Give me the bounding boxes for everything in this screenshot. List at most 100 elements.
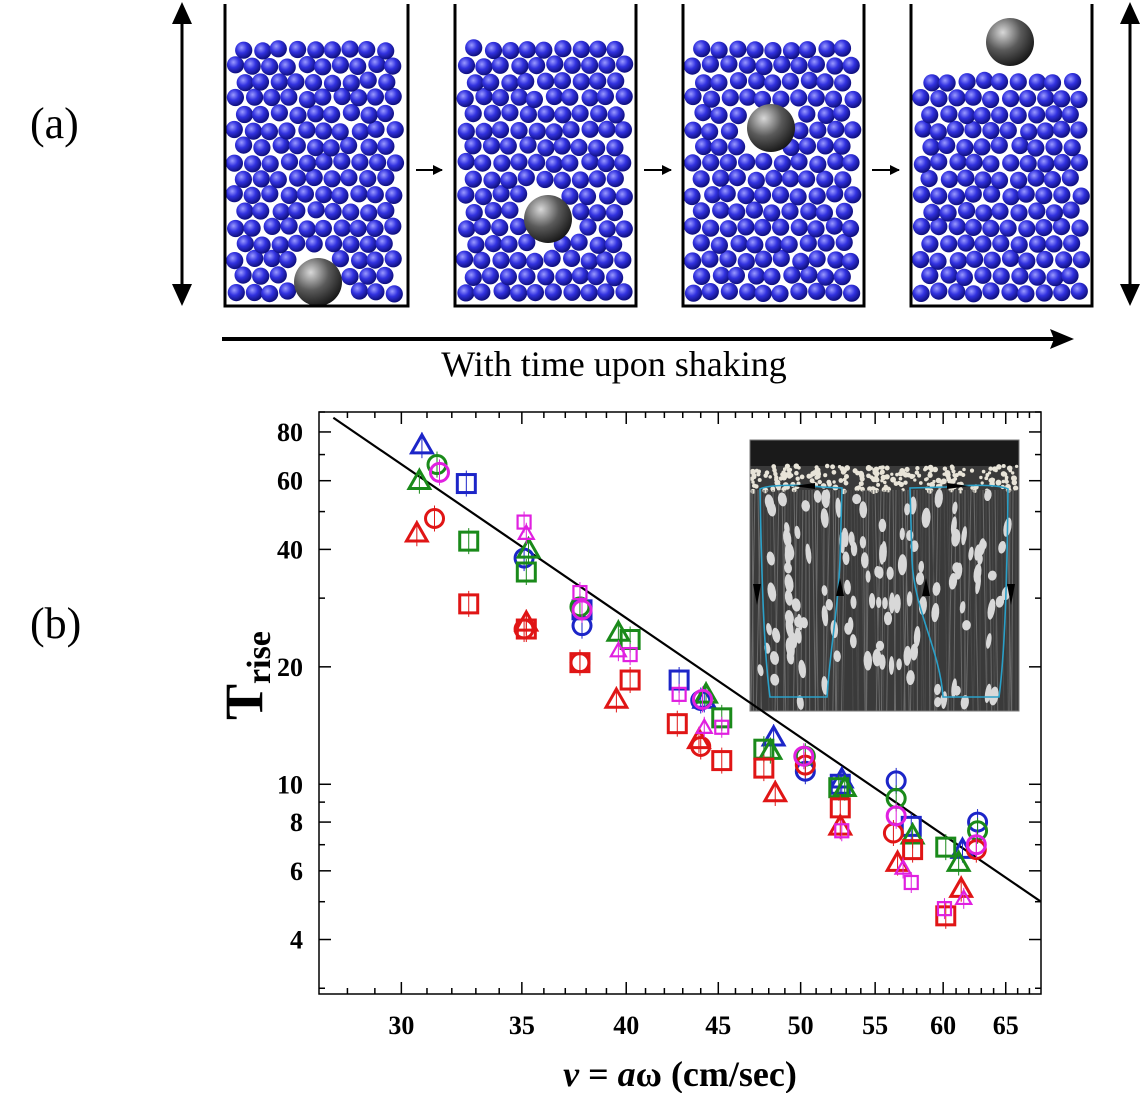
inset-streak	[961, 489, 968, 711]
y-label-sub: rise	[241, 631, 278, 684]
grain	[720, 122, 739, 140]
grain	[834, 171, 852, 189]
inset-tracer	[882, 597, 888, 610]
data-point-blue-square	[900, 815, 922, 837]
grain	[366, 186, 384, 204]
y-axis-label: Trise	[214, 631, 278, 720]
grain	[457, 122, 475, 140]
fit-line	[332, 416, 1041, 903]
grain	[1063, 139, 1081, 157]
series-red-square	[458, 590, 957, 929]
grain	[491, 56, 509, 74]
grain	[781, 72, 800, 90]
inset-surface-grain	[1012, 481, 1017, 485]
grain	[315, 186, 333, 204]
grain	[798, 170, 816, 188]
grain	[261, 58, 279, 76]
inset-surface-grain	[794, 470, 799, 476]
grain	[844, 186, 862, 204]
inset-tracer	[932, 582, 941, 596]
grain	[815, 204, 834, 222]
inset-surface-grain	[929, 481, 935, 488]
grain	[737, 187, 755, 205]
grain	[755, 58, 773, 76]
grain	[957, 169, 975, 187]
inset-surface-grain	[791, 487, 797, 493]
inset-surface-grain	[842, 469, 847, 474]
grain	[974, 266, 992, 284]
grain	[615, 87, 633, 105]
inset-tracer	[821, 676, 829, 695]
inset-surface-grain	[884, 465, 890, 471]
grain	[252, 170, 270, 188]
grain	[351, 251, 369, 269]
inset-surface-grain	[830, 464, 836, 470]
inset-tracer	[849, 634, 857, 649]
grain	[465, 204, 483, 222]
inset-tracer	[906, 670, 915, 686]
grain	[754, 218, 772, 237]
data-point-green-triangle	[693, 680, 719, 704]
grain	[789, 188, 807, 206]
grain	[252, 202, 270, 220]
inset-surface-grain	[950, 466, 955, 471]
inset-tracer	[899, 527, 905, 541]
inset-tracer	[896, 658, 902, 671]
grain	[1010, 236, 1028, 254]
grain	[615, 220, 633, 238]
grain	[695, 137, 713, 156]
grain	[457, 284, 475, 302]
series-magenta-triangle	[516, 522, 974, 909]
grain	[748, 72, 766, 90]
grain	[554, 106, 572, 124]
grain	[570, 138, 588, 156]
grain	[754, 284, 772, 302]
grain	[607, 106, 625, 124]
grain	[807, 55, 826, 73]
grain	[783, 266, 801, 284]
grain	[465, 39, 483, 57]
grain	[781, 170, 800, 188]
grain	[537, 139, 555, 157]
grain	[930, 153, 948, 171]
grain	[1045, 105, 1063, 123]
grain	[1028, 268, 1046, 286]
grain	[377, 137, 395, 155]
grain	[536, 170, 554, 189]
grain	[710, 106, 728, 124]
grain	[561, 88, 579, 106]
data-point-magenta-square	[936, 901, 953, 917]
grain	[790, 89, 808, 107]
inset-surface-grain	[866, 473, 871, 479]
grain	[825, 217, 844, 235]
grain	[253, 139, 271, 157]
grain	[350, 89, 368, 107]
grain	[982, 90, 1000, 109]
grain	[809, 155, 827, 173]
grain	[384, 217, 402, 235]
grain	[367, 120, 385, 138]
grain	[719, 154, 737, 172]
inset-tracer	[875, 640, 885, 651]
inset-tracer	[950, 516, 957, 536]
grain	[561, 187, 579, 205]
grain	[280, 88, 298, 106]
grain	[765, 169, 783, 187]
grain	[780, 235, 798, 253]
grain	[298, 220, 316, 238]
data-point-magenta-circle	[965, 834, 987, 856]
inset-surface-grain	[1004, 479, 1009, 484]
inset-streak	[856, 489, 860, 711]
grain	[1072, 251, 1090, 269]
grain	[384, 87, 402, 106]
grain	[1053, 90, 1071, 108]
data-point-green-triangle	[515, 536, 542, 559]
grain	[553, 137, 571, 155]
inset-tracer	[903, 645, 912, 666]
grain	[342, 104, 360, 122]
grain	[482, 73, 500, 91]
grain	[598, 120, 616, 138]
inset-surface-grain	[927, 472, 933, 478]
grain	[826, 57, 844, 75]
inset-tracer	[825, 599, 833, 611]
